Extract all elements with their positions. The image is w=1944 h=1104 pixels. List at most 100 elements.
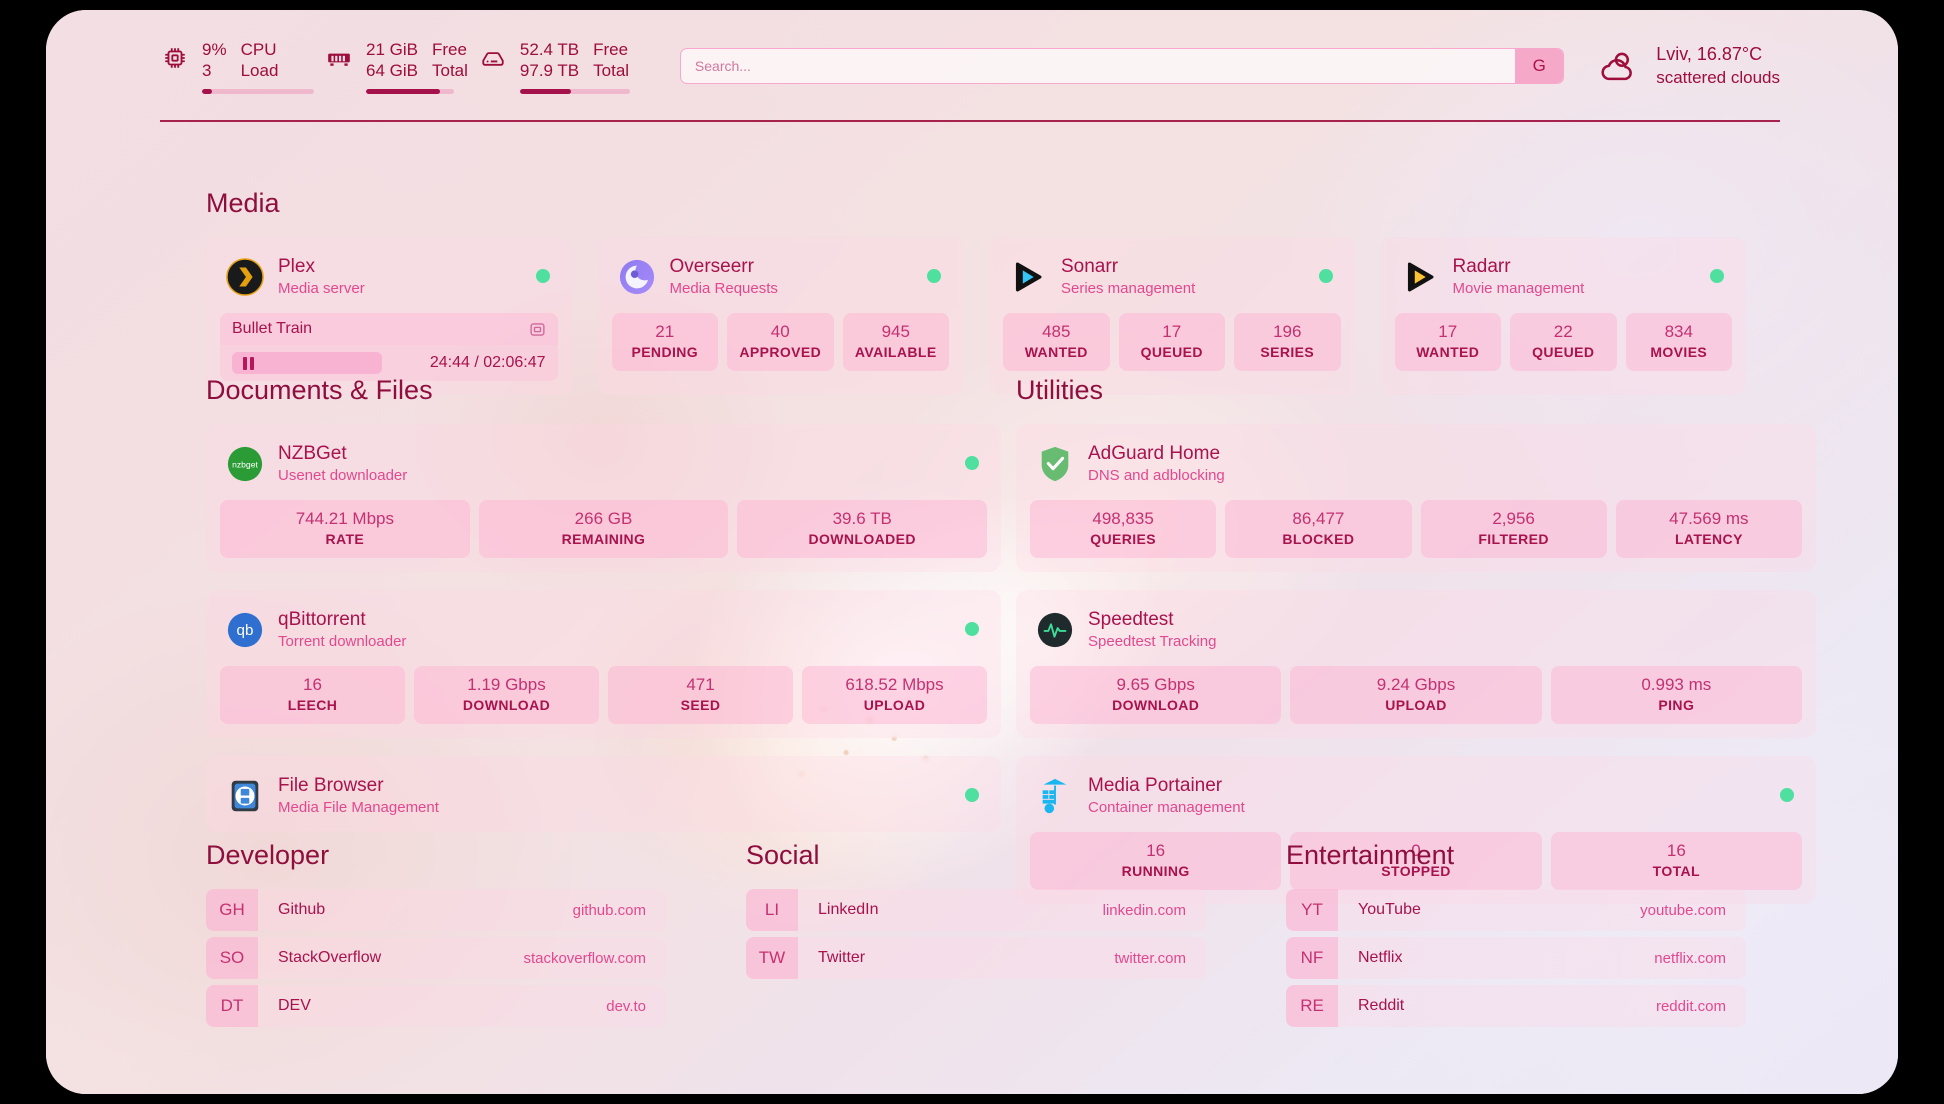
cpu-resource-widget: 9% 3 CPU Load bbox=[160, 39, 314, 94]
link-item-stackoverflow[interactable]: SO StackOverflow stackoverflow.com bbox=[206, 937, 666, 979]
link-url: github.com bbox=[572, 901, 646, 919]
overseerr-stat-pending: 21 PENDING bbox=[611, 313, 718, 371]
link-abbr: YT bbox=[1286, 889, 1338, 931]
link-abbr: NF bbox=[1286, 937, 1338, 979]
speedtest-icon bbox=[1036, 611, 1074, 649]
cpu-label-1: CPU bbox=[240, 39, 277, 59]
ram-value-2: 64 GiB bbox=[366, 60, 418, 80]
link-name: YouTube bbox=[1358, 901, 1421, 918]
portainer-stat-total: 16 TOTAL bbox=[1550, 832, 1802, 890]
plex-now-playing-time: 24:44 / 02:06:47 bbox=[429, 354, 546, 371]
speedtest-stat-ping: 0.993 ms PING bbox=[1550, 666, 1802, 724]
qbittorrent-stat-seed: 471 SEED bbox=[608, 666, 793, 724]
stat-value: 498,835 bbox=[1092, 509, 1154, 528]
service-card-plex[interactable]: Plex Media server Bullet Train bbox=[206, 237, 572, 395]
link-url: reddit.com bbox=[1655, 997, 1726, 1015]
stat-label: WANTED bbox=[1416, 344, 1480, 360]
link-item-linkedin[interactable]: LI LinkedIn linkedin.com bbox=[746, 889, 1206, 931]
link-item-dev[interactable]: DT DEV dev.to bbox=[206, 985, 666, 1027]
service-card-speedtest[interactable]: Speedtest Speedtest Tracking 9.65 Gbps D… bbox=[1016, 590, 1816, 738]
adguard-stat-queries: 498,835 QUERIES bbox=[1030, 500, 1217, 558]
plex-now-playing-title-row: Bullet Train bbox=[220, 313, 558, 345]
service-card-radarr[interactable]: Radarr Movie management 17 WANTED 22 QUE… bbox=[1380, 237, 1746, 395]
file-browser-title: File Browser bbox=[278, 775, 384, 796]
cast-icon[interactable] bbox=[529, 321, 546, 338]
stat-label: TOTAL bbox=[1652, 863, 1700, 879]
service-card-media-portainer[interactable]: Media Portainer Container management 16 … bbox=[1016, 756, 1816, 904]
search-submit-button[interactable]: G bbox=[1515, 49, 1564, 83]
stat-label: PENDING bbox=[631, 344, 699, 360]
overseerr-subtitle: Media Requests bbox=[669, 280, 778, 297]
stat-value: 86,477 bbox=[1292, 509, 1345, 528]
disk-label-2: Total bbox=[593, 60, 630, 80]
search-input[interactable] bbox=[680, 49, 1516, 83]
sonarr-status-dot bbox=[1318, 269, 1333, 283]
sonarr-stat-series: 196 SERIES bbox=[1234, 313, 1341, 371]
file-browser-status-dot bbox=[965, 788, 979, 802]
service-card-sonarr[interactable]: Sonarr Series management 485 WANTED 17 Q… bbox=[989, 237, 1355, 395]
service-card-overseerr[interactable]: Overseerr Media Requests 21 PENDING 40 A… bbox=[597, 237, 963, 395]
overseerr-stat-approved: 40 APPROVED bbox=[727, 313, 834, 371]
link-name: Github bbox=[278, 901, 326, 918]
cpu-value-2: 3 bbox=[202, 60, 212, 80]
disk-icon bbox=[478, 43, 508, 73]
overseerr-stat-available: 945 AVAILABLE bbox=[842, 313, 949, 371]
stat-label: MOVIES bbox=[1650, 344, 1708, 360]
link-item-youtube[interactable]: YT YouTube youtube.com bbox=[1286, 889, 1746, 931]
stat-value: 618.52 Mbps bbox=[845, 675, 944, 694]
service-card-adguard-home[interactable]: AdGuard Home DNS and adblocking 498,835 … bbox=[1016, 424, 1816, 572]
stat-label: UPLOAD bbox=[1385, 697, 1447, 713]
stat-value: 471 bbox=[686, 675, 715, 694]
link-item-twitter[interactable]: TW Twitter twitter.com bbox=[746, 937, 1206, 979]
disk-label-1: Free bbox=[593, 39, 629, 59]
speedtest-stat-upload: 9.24 Gbps UPLOAD bbox=[1290, 666, 1542, 724]
link-url: stackoverflow.com bbox=[523, 949, 646, 967]
stat-label: RUNNING bbox=[1121, 863, 1190, 879]
stat-label: QUERIES bbox=[1090, 531, 1157, 547]
link-item-reddit[interactable]: RE Reddit reddit.com bbox=[1286, 985, 1746, 1027]
link-name: LinkedIn bbox=[818, 901, 879, 918]
radarr-stat-wanted: 17 WANTED bbox=[1394, 313, 1501, 371]
nzbget-status-dot bbox=[965, 456, 979, 470]
link-name: Reddit bbox=[1358, 997, 1405, 1014]
stat-label: BLOCKED bbox=[1282, 531, 1355, 547]
plex-pause-button[interactable] bbox=[232, 352, 382, 374]
stat-label: UPLOAD bbox=[863, 697, 926, 713]
entertainment-group-title: Entertainment bbox=[1286, 840, 1455, 870]
stat-value: 16 bbox=[1666, 841, 1686, 860]
svg-text:qb: qb bbox=[237, 622, 254, 639]
stat-value: 9.24 Gbps bbox=[1376, 675, 1456, 694]
search-bar[interactable]: G bbox=[679, 48, 1565, 84]
plex-now-playing-title: Bullet Train bbox=[232, 320, 313, 337]
ram-label-2: Total bbox=[431, 60, 468, 80]
stat-value: 2,956 bbox=[1492, 509, 1535, 528]
link-group-entertainment: Entertainment YT YouTube youtube.com NF … bbox=[1286, 840, 1746, 1033]
ram-resource-widget: 21 GiB 64 GiB Free Total bbox=[324, 39, 468, 94]
stat-value: 0 bbox=[1411, 841, 1421, 860]
radarr-subtitle: Movie management bbox=[1452, 280, 1585, 297]
stat-label: PING bbox=[1658, 697, 1695, 713]
link-item-netflix[interactable]: NF Netflix netflix.com bbox=[1286, 937, 1746, 979]
service-card-file-browser[interactable]: File Browser Media File Management bbox=[206, 756, 1001, 832]
topbar-divider bbox=[160, 120, 1780, 122]
link-name: Netflix bbox=[1358, 949, 1403, 966]
radarr-status-dot bbox=[1710, 269, 1724, 283]
stat-value: 0.993 ms bbox=[1641, 675, 1712, 694]
link-item-github[interactable]: GH Github github.com bbox=[206, 889, 666, 931]
stat-label: WANTED bbox=[1024, 344, 1088, 360]
service-card-qbittorrent[interactable]: qb qBittorrent Torrent downloader 16 LEE… bbox=[206, 590, 1001, 738]
plex-title: Plex bbox=[278, 256, 315, 277]
svg-text:nzbget: nzbget bbox=[232, 459, 258, 469]
nzbget-icon: nzbget bbox=[226, 445, 264, 483]
adguard-stat-filtered: 2,956 FILTERED bbox=[1420, 500, 1607, 558]
link-group-social: Social LI LinkedIn linkedin.com TW Twitt… bbox=[746, 840, 1206, 1033]
service-card-nzbget[interactable]: nzbget NZBGet Usenet downloader 744.21 M… bbox=[206, 424, 1001, 572]
speedtest-stat-download: 9.65 Gbps DOWNLOAD bbox=[1030, 666, 1282, 724]
link-abbr: TW bbox=[746, 937, 798, 979]
stat-label: RATE bbox=[325, 531, 365, 547]
stat-value: 485 bbox=[1042, 322, 1071, 341]
plex-icon bbox=[226, 258, 264, 296]
stat-value: 39.6 TB bbox=[832, 509, 892, 528]
stat-value: 1.19 Gbps bbox=[467, 675, 546, 694]
radarr-icon bbox=[1401, 258, 1439, 296]
